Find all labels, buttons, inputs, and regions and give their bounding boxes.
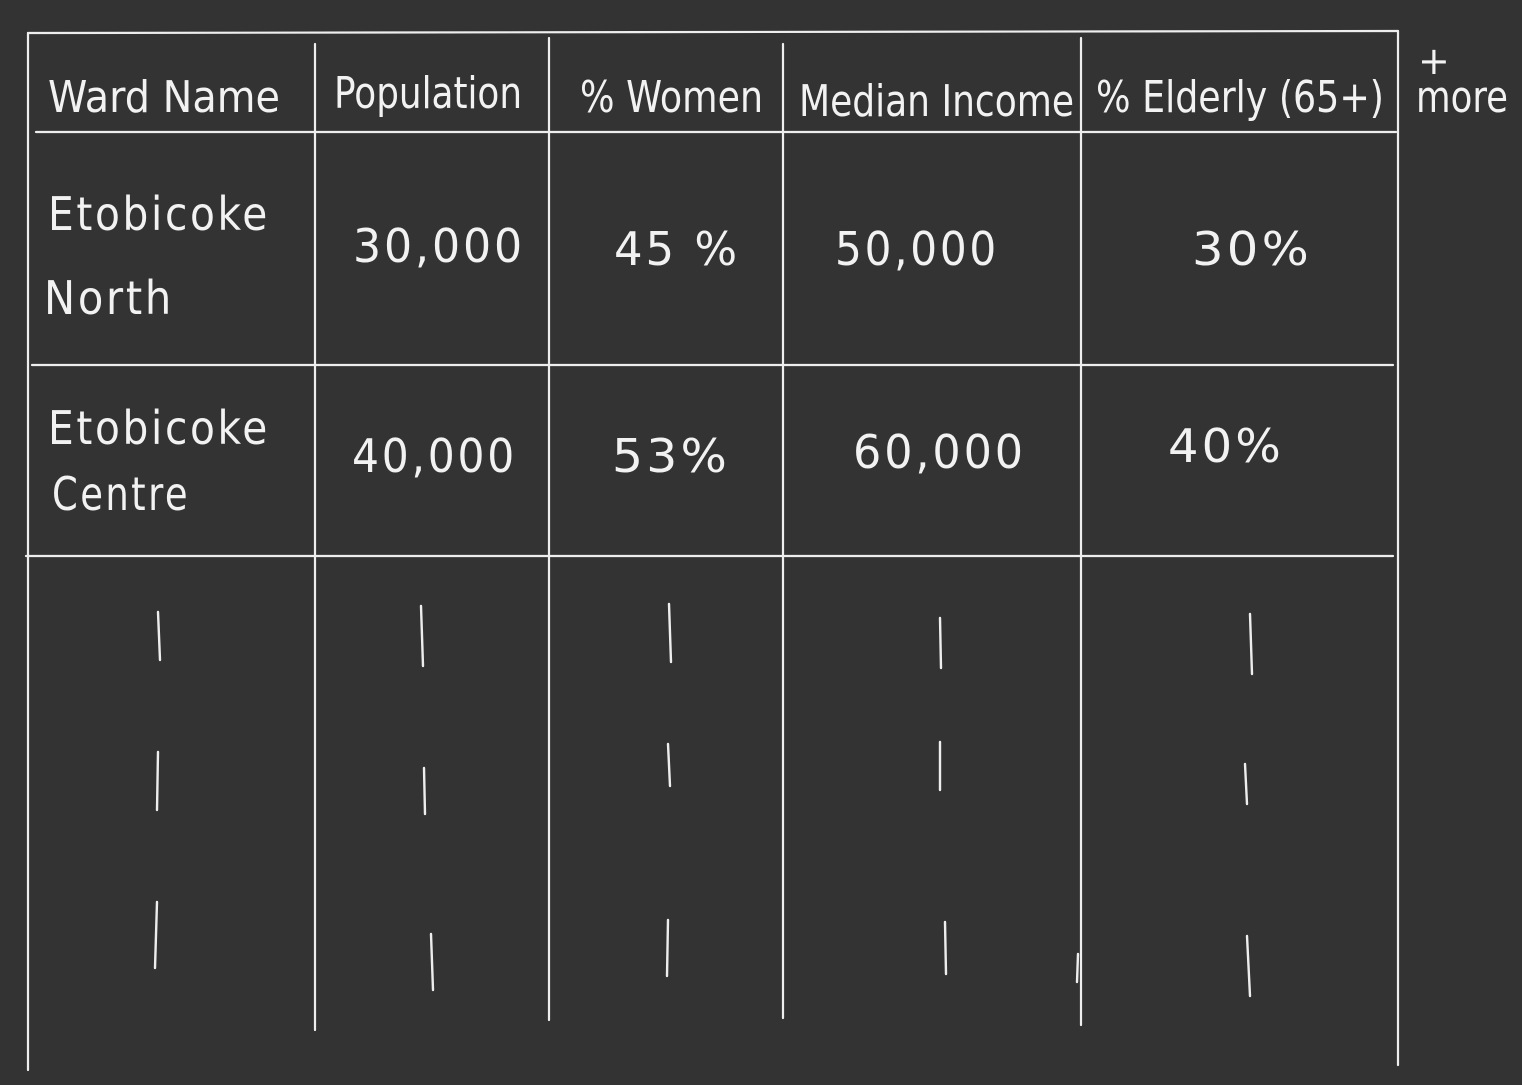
header-population: Population [334,68,522,119]
cell-ward-name-line1: Etobicoke [48,187,270,241]
header-elderly: % Elderly (65+) [1096,72,1384,123]
plus-icon: + [1418,39,1450,83]
cell-ward-name-line1: Etobicoke [48,401,270,455]
ditto-mark [422,766,427,816]
more-label: more [1416,72,1508,123]
cell-ward-name-line2: North [44,271,174,325]
table-grid [24,29,1400,1072]
ditto-mark [666,742,672,788]
ditto-mark [1248,612,1254,676]
cell-population: 40,000 [352,429,517,483]
ditto-mark [1243,762,1249,806]
ditto-mark [429,932,435,992]
ditto-mark [943,920,948,976]
cell-elderly: 40% [1168,419,1284,473]
header-median-income: Median Income [799,76,1074,127]
ditto-mark [665,918,670,978]
table-row: Etobicoke North 30,000 45 % 50,000 30% [44,187,1312,325]
table-header: Ward Name Population % Women Median Inco… [48,68,1384,127]
cell-elderly: 30% [1192,222,1312,276]
ditto-mark [938,616,943,670]
header-ward-name: Ward Name [48,72,280,123]
continuation-marks [153,602,1254,998]
ditto-mark [153,900,159,970]
ditto-mark [667,602,673,664]
ditto-mark [1075,952,1080,984]
header-women: % Women [580,72,763,123]
cell-ward-name-line2: Centre [52,467,190,521]
table-row: Etobicoke Centre 40,000 53% 60,000 40% [48,401,1284,521]
cell-population: 30,000 [353,219,525,273]
cell-women: 45 % [614,222,740,276]
cell-median-income: 60,000 [853,425,1026,479]
add-more-columns[interactable]: + more [1416,39,1508,123]
ditto-mark [1245,934,1252,998]
table-top-border [26,29,1400,35]
cell-women: 53% [612,429,730,483]
ditto-mark [156,610,162,662]
ditto-mark [419,604,425,668]
ditto-mark [155,750,160,812]
cell-median-income: 50,000 [835,222,999,276]
